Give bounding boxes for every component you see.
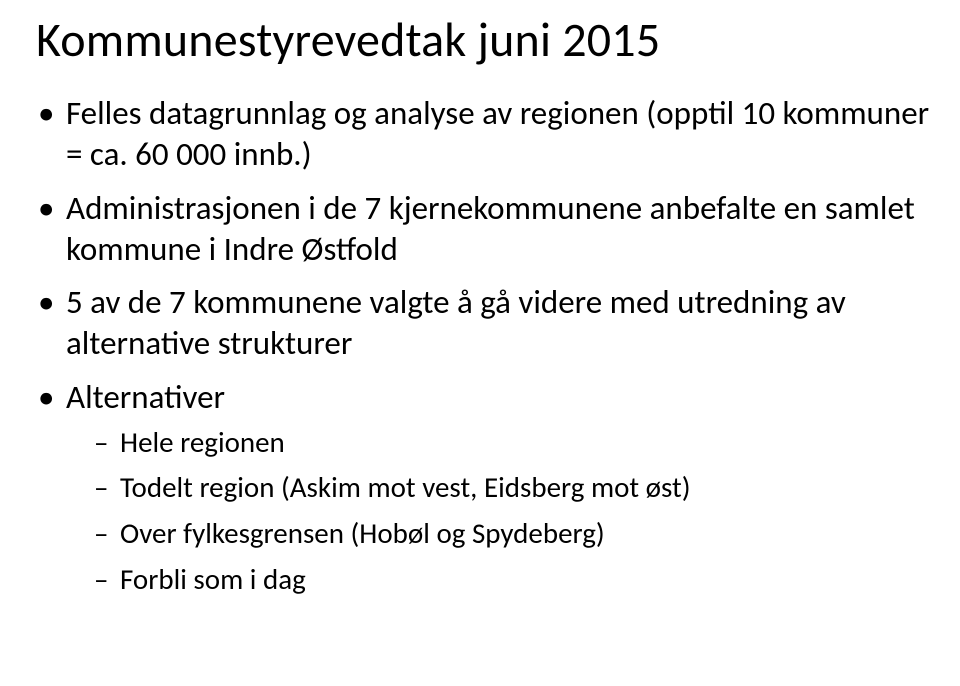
bullet-text: Alternativer	[66, 377, 225, 417]
bullet-item: Felles datagrunnlag og analyse av region…	[36, 93, 930, 176]
sub-bullet-text: Todelt region (Askim mot vest, Eidsberg …	[120, 469, 691, 505]
slide-title: Kommunestyrevedtak juni 2015	[36, 10, 930, 69]
bullet-text: Felles datagrunnlag og analyse av region…	[66, 93, 929, 174]
sub-bullet-item: Forbli som i dag	[94, 561, 930, 599]
bullet-item: 5 av de 7 kommunene valgte å gå videre m…	[36, 282, 930, 365]
bullet-item: Administrasjonen i de 7 kjernekommunene …	[36, 188, 930, 271]
bullet-list: Felles datagrunnlag og analyse av region…	[30, 93, 930, 599]
sub-bullet-item: Over fylkesgrensen (Hobøl og Spydeberg)	[94, 515, 930, 553]
sub-bullet-text: Over fylkesgrensen (Hobøl og Spydeberg)	[120, 515, 605, 551]
sub-bullet-list: Hele regionen Todelt region (Askim mot v…	[66, 424, 930, 599]
bullet-text: Administrasjonen i de 7 kjernekommunene …	[66, 188, 915, 269]
sub-bullet-item: Todelt region (Askim mot vest, Eidsberg …	[94, 469, 930, 507]
sub-bullet-text: Hele regionen	[120, 424, 285, 460]
sub-bullet-text: Forbli som i dag	[120, 561, 306, 597]
bullet-text: 5 av de 7 kommunene valgte å gå videre m…	[66, 282, 846, 363]
bullet-item: Alternativer Hele regionen Todelt region…	[36, 377, 930, 599]
sub-bullet-item: Hele regionen	[94, 424, 930, 462]
slide: Kommunestyrevedtak juni 2015 Felles data…	[0, 0, 960, 686]
